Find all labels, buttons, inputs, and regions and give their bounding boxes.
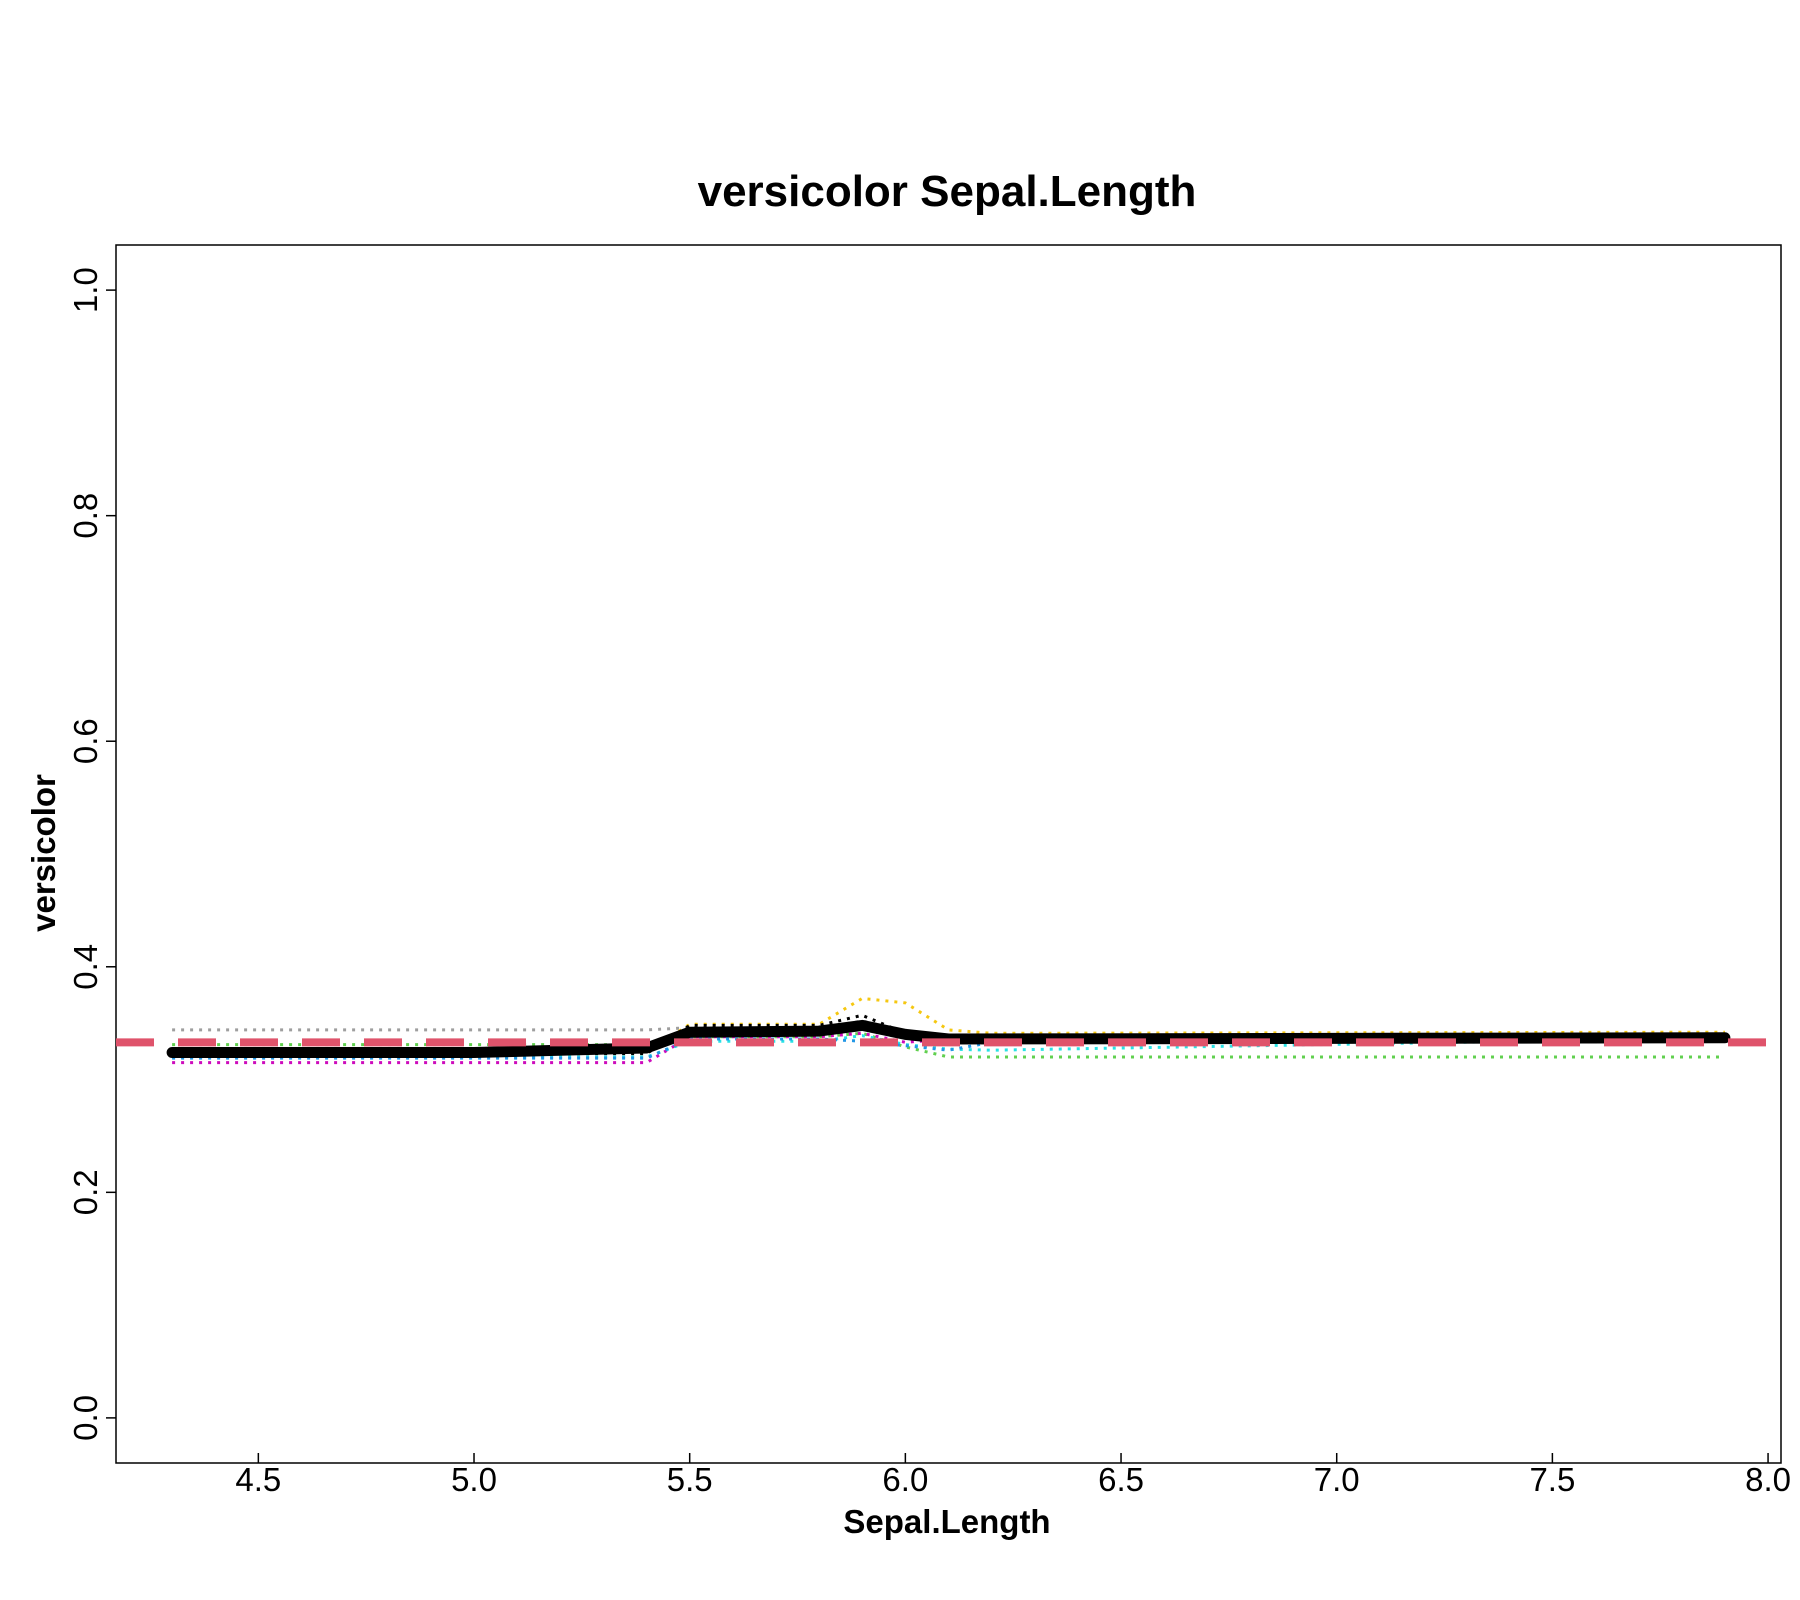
x-axis: 4.5 5.0 5.5 6.0 6.5 7.0 7.5 8.0 — [235, 1453, 1791, 1498]
y-axis: 0.0 0.2 0.4 0.6 0.8 1.0 — [67, 267, 116, 1441]
series-line-8 — [166, 1019, 1731, 1058]
series-layer — [166, 996, 1731, 1065]
y-tick-label: 1.0 — [67, 267, 104, 313]
series-line-6 — [172, 996, 1725, 1054]
y-tick-label: 0.0 — [67, 1395, 104, 1441]
y-tick-label: 0.6 — [67, 718, 104, 764]
y-axis-label: versicolor — [25, 774, 62, 932]
x-tick-label: 5.0 — [451, 1461, 497, 1498]
series-line-3 — [172, 1031, 1725, 1065]
x-tick-label: 7.5 — [1529, 1461, 1575, 1498]
x-tick-label: 6.0 — [882, 1461, 928, 1498]
x-tick-label: 4.5 — [235, 1461, 281, 1498]
x-tick-label: 6.5 — [1098, 1461, 1144, 1498]
chart-title: versicolor Sepal.Length — [698, 167, 1197, 216]
x-tick-label: 8.0 — [1745, 1461, 1791, 1498]
plot-frame — [115, 244, 1782, 1464]
y-tick-label: 0.4 — [67, 944, 104, 990]
x-axis-label: Sepal.Length — [843, 1503, 1050, 1540]
x-tick-label: 7.0 — [1314, 1461, 1360, 1498]
x-tick-label: 5.5 — [667, 1461, 713, 1498]
y-tick-label: 0.2 — [67, 1169, 104, 1215]
y-tick-label: 0.8 — [67, 493, 104, 539]
series-line-4 — [172, 1034, 1725, 1059]
series-line-7 — [172, 1013, 1725, 1056]
